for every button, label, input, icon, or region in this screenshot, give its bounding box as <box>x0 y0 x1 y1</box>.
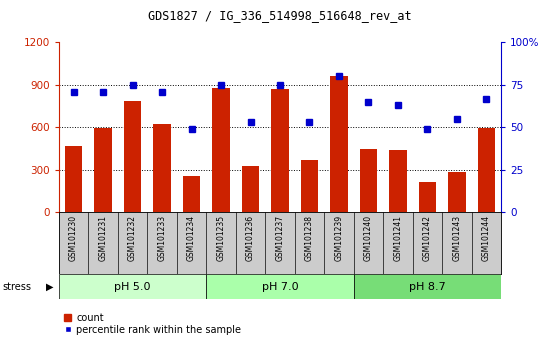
Text: GSM101232: GSM101232 <box>128 215 137 261</box>
Bar <box>389 150 407 212</box>
Bar <box>448 172 466 212</box>
Text: GSM101241: GSM101241 <box>394 215 403 261</box>
Bar <box>413 212 442 274</box>
Bar <box>419 182 436 212</box>
Bar <box>478 128 495 212</box>
Text: GSM101237: GSM101237 <box>276 215 284 261</box>
Text: ▶: ▶ <box>46 282 53 292</box>
Bar <box>442 212 472 274</box>
Text: GSM101243: GSM101243 <box>452 215 461 261</box>
Bar <box>94 128 112 212</box>
Text: GSM101235: GSM101235 <box>217 215 226 261</box>
Bar <box>265 212 295 274</box>
Text: GSM101236: GSM101236 <box>246 215 255 261</box>
Bar <box>295 212 324 274</box>
Bar <box>360 149 377 212</box>
Bar <box>124 101 141 212</box>
Text: GSM101234: GSM101234 <box>187 215 196 261</box>
Bar <box>236 212 265 274</box>
Text: GSM101240: GSM101240 <box>364 215 373 261</box>
Text: GSM101230: GSM101230 <box>69 215 78 261</box>
Bar <box>330 76 348 212</box>
Bar <box>242 166 259 212</box>
Bar <box>206 274 354 299</box>
Bar <box>301 160 318 212</box>
Bar <box>59 274 206 299</box>
Bar <box>177 212 206 274</box>
Text: pH 8.7: pH 8.7 <box>409 282 446 292</box>
Text: stress: stress <box>3 282 32 292</box>
Bar <box>65 146 82 212</box>
Text: GSM101231: GSM101231 <box>99 215 108 261</box>
Text: GSM101238: GSM101238 <box>305 215 314 261</box>
Bar <box>212 88 230 212</box>
Text: pH 5.0: pH 5.0 <box>114 282 151 292</box>
Bar <box>354 274 501 299</box>
Text: GSM101244: GSM101244 <box>482 215 491 261</box>
Bar <box>271 89 289 212</box>
Text: GDS1827 / IG_336_514998_516648_rev_at: GDS1827 / IG_336_514998_516648_rev_at <box>148 9 412 22</box>
Bar <box>206 212 236 274</box>
Bar <box>354 212 383 274</box>
Text: GSM101233: GSM101233 <box>157 215 166 261</box>
Bar <box>324 212 354 274</box>
Bar <box>183 176 200 212</box>
Text: GSM101239: GSM101239 <box>334 215 343 261</box>
Bar <box>383 212 413 274</box>
Legend: count, percentile rank within the sample: count, percentile rank within the sample <box>64 313 241 335</box>
Bar <box>118 212 147 274</box>
Bar <box>472 212 501 274</box>
Bar <box>147 212 177 274</box>
Bar <box>153 124 171 212</box>
Text: GSM101242: GSM101242 <box>423 215 432 261</box>
Bar <box>59 212 88 274</box>
Text: pH 7.0: pH 7.0 <box>262 282 298 292</box>
Bar <box>88 212 118 274</box>
